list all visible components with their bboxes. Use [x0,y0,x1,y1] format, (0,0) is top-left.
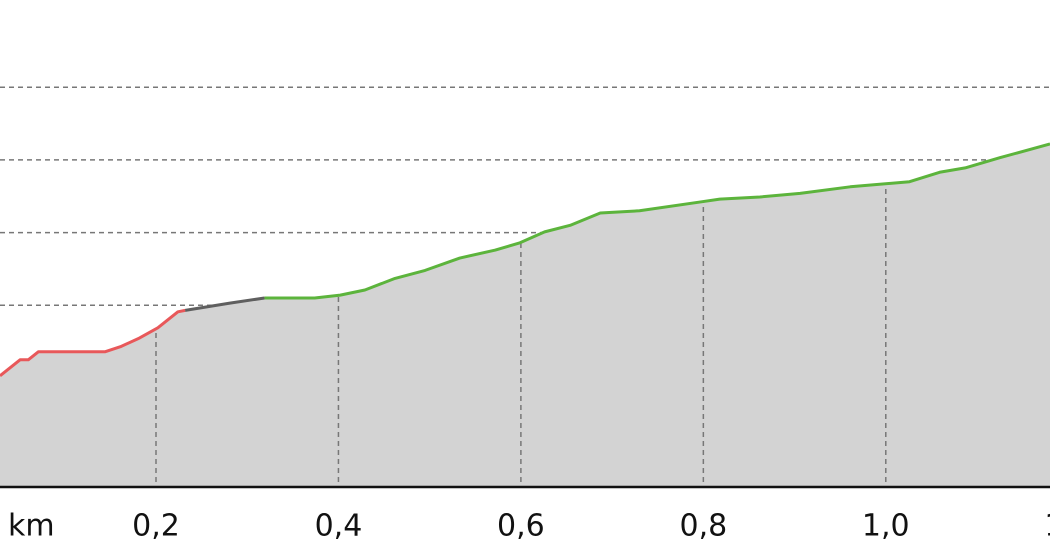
x-tick-label: 0,2 [132,509,180,544]
x-tick-label: 0,6 [497,509,545,544]
x-tick-label: 0,4 [315,509,363,544]
profile-line [264,142,1050,300]
area-fill [264,143,1050,488]
area-fill [184,297,266,488]
area-fill [0,309,186,488]
x-tick-label: 1,2 [1044,509,1050,544]
x-tick-label: 0,8 [679,509,727,544]
profile-line [0,308,186,377]
x-axis-label: km [8,509,55,544]
x-tick-label: 1,0 [862,509,910,544]
profile-line [184,296,265,312]
